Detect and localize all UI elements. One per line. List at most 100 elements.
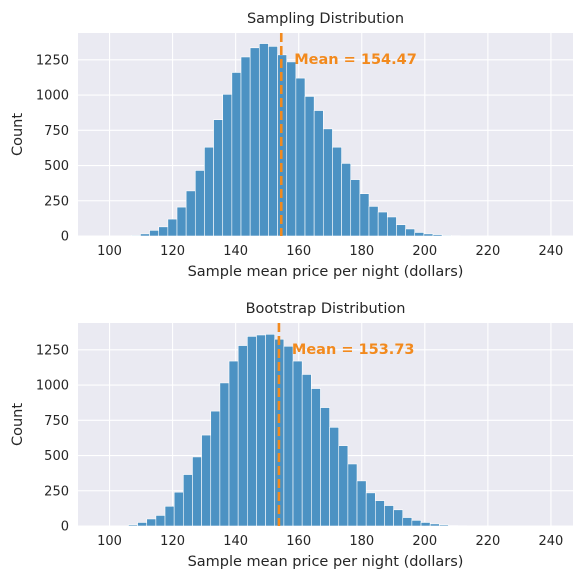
histogram-bar bbox=[265, 333, 276, 527]
histogram-bar bbox=[240, 56, 251, 237]
y-tick-label: 0 bbox=[61, 230, 69, 245]
histogram-bar bbox=[414, 232, 425, 237]
histogram-bar bbox=[368, 206, 379, 237]
y-tick-label: 1250 bbox=[36, 53, 69, 68]
y-tick-label: 500 bbox=[44, 449, 69, 464]
histogram-bar bbox=[313, 110, 324, 237]
histogram-bar bbox=[204, 146, 214, 237]
histogram-bar bbox=[329, 427, 340, 527]
y-axis-label: Count bbox=[10, 113, 26, 156]
histogram-bar bbox=[295, 77, 306, 237]
histogram-bar bbox=[439, 524, 449, 527]
x-tick-label: 180 bbox=[349, 534, 374, 549]
y-tick-label: 500 bbox=[44, 159, 69, 174]
histogram-bar bbox=[377, 211, 388, 237]
histogram-bar bbox=[375, 500, 385, 527]
chart-panel-2: Mean = 153.73 Bootstrap Distribution 100 12… bbox=[10, 301, 573, 570]
histogram-bar bbox=[219, 382, 230, 527]
y-tick-label: 1250 bbox=[36, 343, 69, 358]
x-tick-label: 200 bbox=[412, 244, 437, 259]
mean-annotation: Mean = 153.73 bbox=[292, 342, 415, 358]
histogram-bar bbox=[258, 43, 269, 237]
histogram-bar bbox=[386, 216, 397, 237]
histogram-bar bbox=[194, 170, 205, 237]
x-tick-label: 240 bbox=[539, 244, 564, 259]
histogram-bar bbox=[292, 360, 303, 527]
y-tick-label: 1000 bbox=[36, 89, 69, 104]
histogram-bar bbox=[222, 94, 233, 237]
histogram-bar bbox=[411, 520, 422, 527]
histogram-bar bbox=[420, 522, 431, 527]
x-tick-label: 140 bbox=[223, 534, 248, 549]
y-tick-label: 250 bbox=[44, 194, 69, 209]
chart-panel-1: Mean = 154.47 Sampling Distribution 100 120… bbox=[10, 11, 573, 280]
x-axis-label: Sample mean price per night (dollars) bbox=[188, 264, 464, 280]
histogram-bar bbox=[423, 233, 434, 237]
histogram-bar bbox=[176, 206, 187, 237]
histogram-bar bbox=[228, 360, 239, 527]
histogram-bar bbox=[247, 336, 257, 527]
histogram-bar bbox=[441, 234, 452, 237]
histogram-bar bbox=[183, 474, 193, 527]
histogram-bar bbox=[155, 515, 166, 527]
histogram-bar bbox=[249, 47, 260, 237]
x-tick-label: 100 bbox=[97, 244, 122, 259]
histogram-bar bbox=[137, 522, 148, 527]
x-axis-label: Sample mean price per night (dollars) bbox=[188, 554, 464, 570]
y-tick-label: 750 bbox=[44, 124, 69, 139]
histogram-bar bbox=[140, 233, 150, 237]
histogram-bar bbox=[283, 345, 294, 527]
histogram-bar bbox=[210, 410, 221, 527]
histogram-bar bbox=[201, 434, 212, 527]
histogram-bar bbox=[356, 480, 367, 527]
histogram-bar bbox=[158, 226, 169, 237]
x-tick-label: 140 bbox=[223, 244, 248, 259]
histogram-bar bbox=[231, 72, 242, 237]
histogram-bar bbox=[268, 46, 278, 237]
x-tick-label: 220 bbox=[475, 244, 500, 259]
histogram-bar bbox=[350, 179, 361, 237]
histogram-bar bbox=[402, 517, 413, 527]
x-tick-label: 120 bbox=[160, 534, 185, 549]
histogram-bar bbox=[185, 190, 196, 237]
histogram-bar bbox=[347, 463, 358, 527]
histogram-bar bbox=[128, 524, 138, 527]
x-tick-label: 160 bbox=[286, 534, 311, 549]
histogram-bar bbox=[396, 224, 406, 237]
histogram-bar bbox=[359, 193, 370, 237]
mean-annotation: Mean = 154.47 bbox=[294, 52, 417, 68]
chart-title: Bootstrap Distribution bbox=[246, 301, 406, 317]
histogram-bar bbox=[130, 234, 141, 237]
histogram-bar bbox=[167, 218, 178, 237]
histogram-bar bbox=[338, 445, 349, 527]
histogram-bar bbox=[405, 228, 416, 237]
histogram-bar bbox=[237, 345, 248, 527]
y-tick-label: 0 bbox=[61, 520, 69, 535]
histogram-bar bbox=[304, 96, 315, 237]
x-tick-label: 220 bbox=[475, 534, 500, 549]
x-tick-label: 100 bbox=[97, 534, 122, 549]
y-tick-label: 750 bbox=[44, 414, 69, 429]
histogram-bar bbox=[301, 374, 312, 527]
histogram-bar bbox=[149, 230, 160, 237]
x-tick-label: 200 bbox=[412, 534, 437, 549]
histogram-bar bbox=[432, 234, 443, 237]
histogram-bar bbox=[173, 491, 184, 527]
histogram-bar bbox=[164, 505, 175, 527]
y-tick-label: 250 bbox=[44, 484, 69, 499]
x-tick-label: 240 bbox=[539, 534, 564, 549]
histogram-bar bbox=[256, 334, 266, 527]
chart-title: Sampling Distribution bbox=[247, 11, 404, 27]
histogram-bar bbox=[384, 505, 394, 527]
histogram-bar bbox=[286, 61, 297, 237]
histogram-bar bbox=[192, 456, 202, 527]
histogram-bar bbox=[146, 518, 157, 527]
histogram-bar bbox=[213, 119, 224, 237]
histogram-bar bbox=[332, 146, 342, 237]
histogram-bar bbox=[365, 492, 376, 527]
y-tick-label: 1000 bbox=[36, 379, 69, 394]
histogram-bar bbox=[393, 509, 404, 527]
histogram-bar bbox=[322, 128, 333, 237]
